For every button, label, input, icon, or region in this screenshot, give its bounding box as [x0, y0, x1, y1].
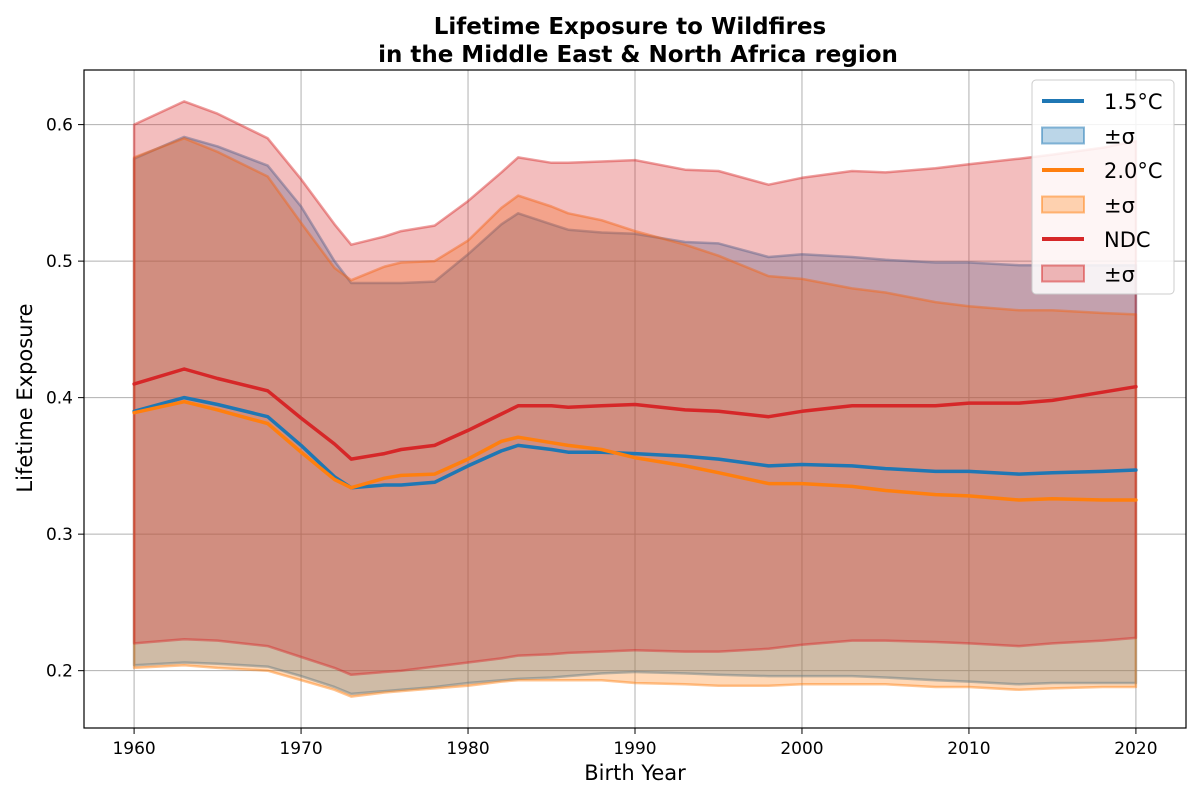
chart-title: Lifetime Exposure to Wildfires [434, 14, 827, 40]
line-ndc [132, 367, 1138, 461]
x-tick-label: 2010 [947, 739, 990, 759]
legend-label: 1.5°C [1104, 90, 1163, 114]
legend-label: ±σ [1104, 125, 1135, 149]
legend-label: ±σ [1104, 263, 1135, 287]
band-1-5-c [132, 135, 1138, 696]
y-tick-label: 0.5 [46, 252, 73, 272]
line-2-0-c [132, 399, 1138, 502]
y-tick-label: 0.6 [46, 116, 73, 136]
legend: 1.5°C ±σ 2.0°C ±σ NDC ±σ [1031, 79, 1175, 295]
legend-label: ±σ [1104, 194, 1135, 218]
legend-band-swatch [1041, 264, 1085, 283]
x-tick-label: 2000 [780, 739, 823, 759]
y-axis: 0.2 0.3 0.4 0.5 0.6 [46, 116, 84, 682]
grid [84, 70, 1186, 728]
y-tick-label: 0.4 [46, 389, 73, 409]
legend-band-swatch [1041, 195, 1085, 214]
y-tick-label: 0.3 [46, 525, 73, 545]
error-bands [132, 100, 1138, 698]
x-tick-label: 2020 [1114, 739, 1157, 759]
band-2-0-c [132, 137, 1138, 698]
series-lines [132, 367, 1138, 502]
legend-label: 2.0°C [1104, 159, 1163, 183]
x-tick-label: 1990 [613, 739, 656, 759]
band-ndc [132, 100, 1138, 677]
line-1-5-c [132, 395, 1138, 490]
x-axis-label: Birth Year [584, 761, 686, 785]
x-axis: 1960 1970 1980 1990 2000 2010 2020 [112, 728, 1158, 759]
x-tick-label: 1980 [446, 739, 489, 759]
y-tick-label: 0.2 [46, 662, 73, 682]
x-tick-label: 1970 [279, 739, 322, 759]
y-axis-label: Lifetime Exposure [13, 303, 37, 492]
chart-subtitle: in the Middle East & North Africa region [378, 42, 898, 68]
x-tick-label: 1960 [112, 739, 155, 759]
legend-label: NDC [1104, 228, 1151, 252]
legend-band-swatch [1041, 126, 1085, 145]
